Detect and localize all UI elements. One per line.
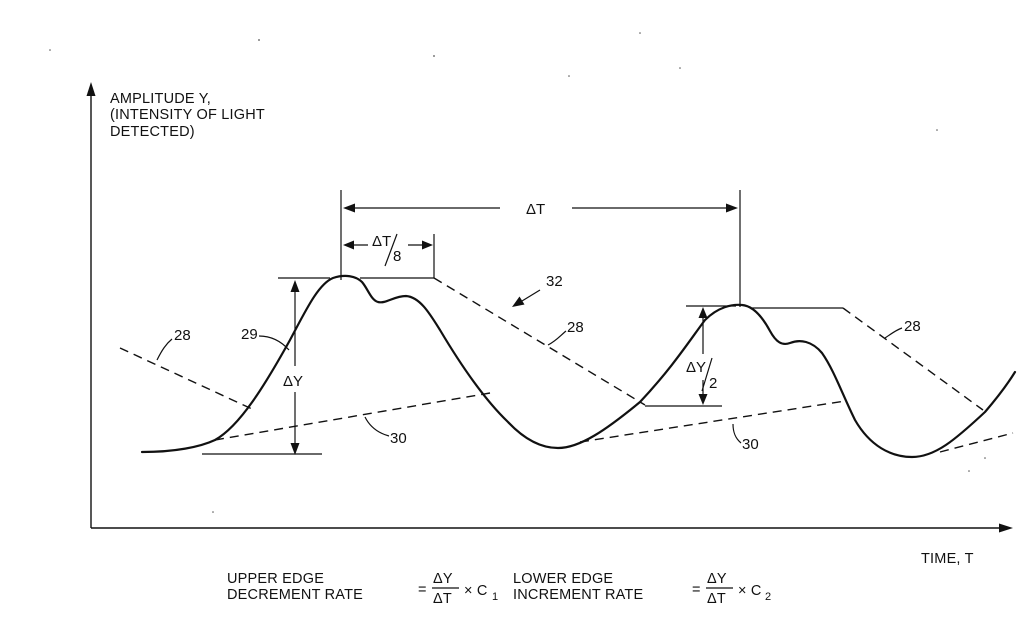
delta-y-half-numerator: ΔY: [686, 359, 706, 376]
ref-29: 29: [241, 326, 289, 350]
y-axis-label-line-2: (INTENSITY OF LIGHT: [110, 107, 265, 123]
x-axis-label: TIME, T: [921, 551, 974, 567]
delta-y-dimension: ΔY: [283, 280, 303, 455]
upper-formula-denominator: ΔT: [433, 591, 452, 607]
lower-formula-denominator: ΔT: [707, 591, 726, 607]
y-axis-label: AMPLITUDE Y, (INTENSITY OF LIGHT DETECTE…: [110, 91, 269, 140]
svg-text:32: 32: [546, 273, 563, 290]
svg-text:30: 30: [742, 436, 759, 453]
lower-formula-label-2: INCREMENT RATE: [513, 587, 643, 603]
delta-t-eighth-numerator: ΔT: [372, 233, 391, 250]
upper-formula-multiplier: × C: [464, 583, 488, 599]
ref-32: 32: [512, 273, 563, 307]
delta-t-eighth-denominator: 8: [393, 248, 401, 265]
upper-formula-label-1: UPPER EDGE: [227, 571, 324, 587]
y-axis-label-line-3: DETECTED): [110, 124, 195, 140]
lower-formula-multiplier: × C: [738, 583, 762, 599]
delta-y-half-denominator: 2: [709, 375, 717, 392]
svg-text:28: 28: [904, 318, 921, 335]
ref-28-right: 28: [885, 318, 921, 338]
upper-formula-numerator: ΔY: [433, 571, 453, 587]
axes: [87, 82, 1014, 533]
ref-30-left: 30: [365, 417, 407, 447]
y-axis-label-line-1: AMPLITUDE Y,: [110, 91, 211, 107]
delta-t-eighth-dimension: ΔT 8: [343, 233, 434, 278]
upper-formula-label-2: DECREMENT RATE: [227, 587, 363, 603]
ref-30-right: 30: [733, 424, 759, 453]
lower-formula-numerator: ΔY: [707, 571, 727, 587]
svg-text:28: 28: [174, 327, 191, 344]
delta-y-half-dimension: ΔY 2: [686, 307, 717, 405]
y-axis-arrowhead: [87, 82, 96, 96]
delta-t-label: ΔT: [526, 201, 545, 218]
x-axis-arrowhead: [999, 524, 1013, 533]
lower-edge-formula: LOWER EDGE INCREMENT RATE = ΔY ΔT × C 2: [513, 571, 771, 607]
lower-formula-label-1: LOWER EDGE: [513, 571, 613, 587]
upper-formula-equals: =: [418, 582, 427, 598]
upper-formula-subscript: 1: [492, 591, 498, 603]
delta-y-label: ΔY: [283, 373, 303, 390]
svg-text:29: 29: [241, 326, 258, 343]
ref-28-mid: 28: [548, 319, 584, 345]
upper-edge-envelope-28: [120, 278, 983, 410]
svg-text:30: 30: [390, 430, 407, 447]
lower-formula-equals: =: [692, 582, 701, 598]
signal-curve-29: [142, 276, 1015, 457]
lower-formula-subscript: 2: [765, 591, 771, 603]
upper-edge-formula: UPPER EDGE DECREMENT RATE = ΔY ΔT × C 1: [227, 571, 498, 607]
svg-text:28: 28: [567, 319, 584, 336]
ref-28-left: 28: [157, 327, 191, 360]
